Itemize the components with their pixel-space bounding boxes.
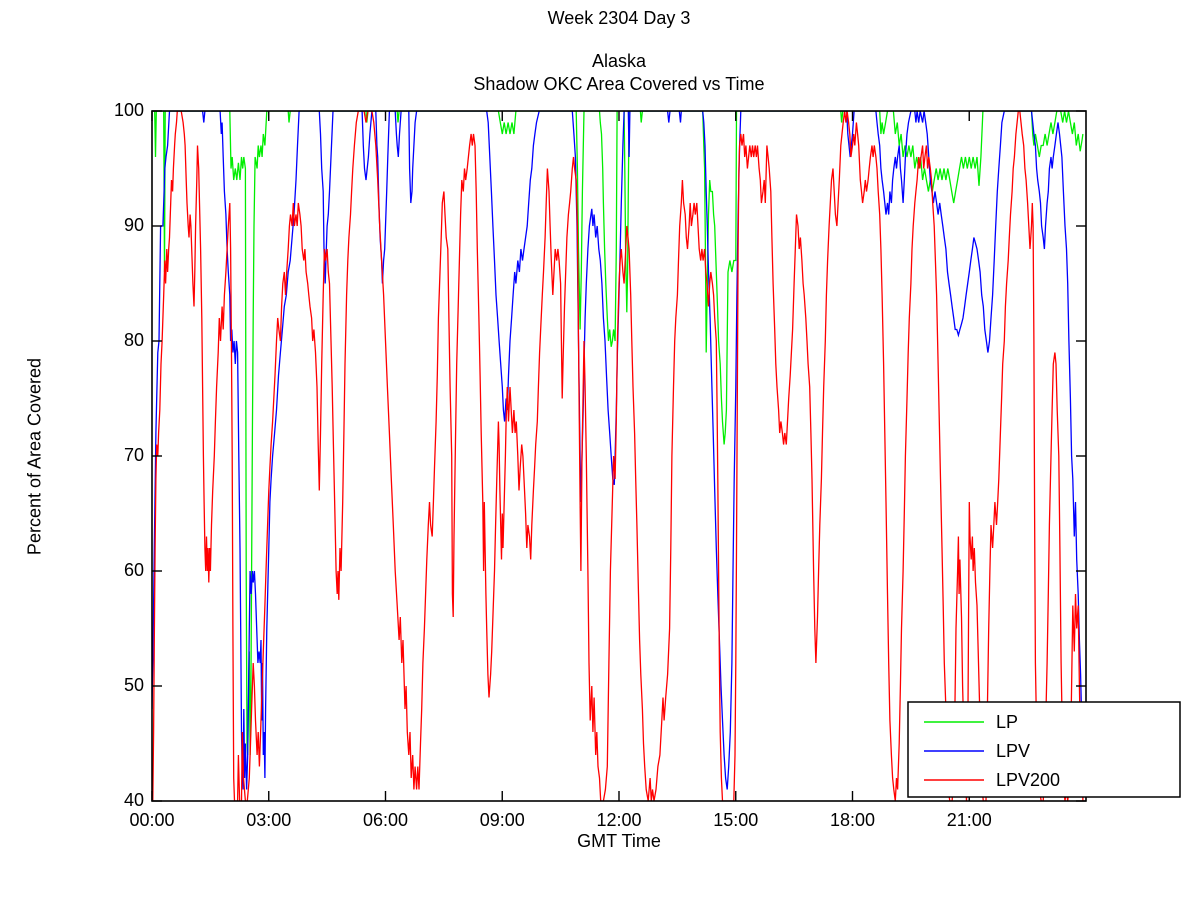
y-tick-label: 60 [123, 560, 144, 580]
x-tick-label: 15:00 [713, 810, 759, 830]
axes-title-line1: Alaska [591, 51, 647, 71]
y-tick-label: 100 [113, 100, 144, 120]
y-tick-label: 70 [123, 445, 144, 465]
lpv200-line [152, 111, 1084, 801]
axes-title-line2: Shadow OKC Area Covered vs Time [473, 74, 765, 94]
y-tick-label: 40 [123, 790, 144, 810]
lpv-line [152, 111, 1084, 790]
y-tick-label: 50 [123, 675, 144, 695]
legend: LP LPV LPV200 [907, 701, 1181, 798]
legend-label-lp: LP [996, 712, 1018, 732]
x-tick-label: 06:00 [362, 810, 409, 830]
lp-line [152, 111, 1084, 756]
x-tick-label: 00:00 [129, 810, 175, 830]
figure-suptitle: Week 2304 Day 3 [547, 8, 691, 28]
x-tick-label: 18:00 [829, 810, 876, 830]
y-tick-label: 90 [123, 215, 144, 235]
x-axis-label: GMT Time [577, 831, 661, 851]
x-tick-label: 09:00 [479, 810, 525, 830]
legend-label-lpv: LPV [996, 741, 1030, 761]
x-tick-label: 21:00 [946, 810, 992, 830]
y-tick-label: 80 [123, 330, 144, 350]
x-tick-label: 03:00 [246, 810, 292, 830]
axes-title: Alaska Shadow OKC Area Covered vs Time [152, 50, 1086, 96]
legend-label-lpv200: LPV200 [996, 770, 1060, 790]
x-tick-label: 12:00 [596, 810, 642, 830]
